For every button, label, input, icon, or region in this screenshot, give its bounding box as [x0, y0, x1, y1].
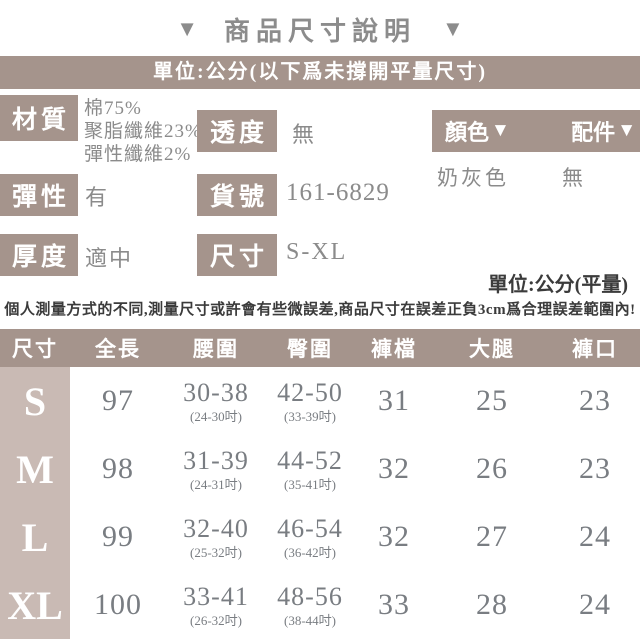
hip-inch: (38-44吋) — [284, 612, 336, 628]
hip-cell: 48-56 (38-44吋) — [266, 571, 354, 639]
triangle-down-icon: ▼ — [617, 120, 636, 141]
col-header-crotch: 褲檔 — [354, 329, 434, 367]
full-length-cell: 97 — [102, 384, 134, 417]
measurement-disclaimer: 個人測量方式的不同,測量尺寸或許會有些微誤差,商品尺寸在誤差正負3cm爲合理誤差… — [4, 302, 636, 318]
size-range-value: S-XL — [286, 239, 348, 265]
item-number-label: 貨號 — [197, 174, 277, 216]
unit-banner: 單位:公分(以下爲未撐開平量尺寸) — [0, 56, 640, 89]
hip-cell: 42-50 (33-39吋) — [266, 367, 354, 435]
full-length-cell: 99 — [102, 520, 134, 553]
size-range-label: 尺寸 — [197, 234, 277, 276]
color-label-text: 顏色 — [445, 120, 490, 145]
table-row-size-cell: XL — [0, 571, 70, 639]
table-row-size-cell: S — [0, 367, 70, 435]
hip-inch: (35-41吋) — [284, 476, 336, 492]
table-row-size-cell: M — [0, 435, 70, 503]
hip-range: 42-50 — [277, 377, 343, 407]
page-title-text: 商品尺寸說明 — [223, 16, 416, 46]
size-table: 尺寸 全長 腰圍 臀圍 褲檔 大腿 褲口 S 97 30-38 (24-30吋)… — [0, 329, 640, 639]
col-header-hem: 褲口 — [550, 329, 640, 367]
waist-range: 31-39 — [183, 445, 249, 475]
hem-cell: 23 — [579, 384, 611, 417]
transparency-label: 透度 — [197, 110, 277, 152]
material-label: 材質 — [0, 95, 78, 141]
thigh-cell: 28 — [476, 588, 508, 621]
hem-cell: 24 — [579, 520, 611, 553]
waist-cell: 33-41 (26-32吋) — [166, 571, 266, 639]
hem-cell: 23 — [579, 452, 611, 485]
specs-section: 材質 棉75% 聚脂纖維23% 彈性纖維2% 透度 無 顏色 ▼ 配件 ▼ 奶灰… — [0, 95, 640, 276]
hip-cell: 46-54 (36-42吋) — [266, 503, 354, 571]
waist-range: 33-41 — [183, 581, 249, 611]
transparency-value: 無 — [292, 122, 315, 147]
hip-cell: 44-52 (35-41吋) — [266, 435, 354, 503]
waist-range: 30-38 — [183, 377, 249, 407]
item-number-value: 161-6829 — [286, 179, 390, 206]
page-title: ▼ 商品尺寸說明 ▼ — [0, 0, 640, 48]
accessory-label-text: 配件 — [571, 120, 616, 145]
col-header-hip: 臀圍 — [266, 329, 354, 367]
accessory-label: 配件 ▼ — [571, 115, 636, 147]
hip-range: 46-54 — [277, 513, 343, 543]
table-row-size-cell: L — [0, 503, 70, 571]
waist-inch: (24-30吋) — [190, 408, 242, 424]
crotch-cell: 32 — [378, 520, 410, 553]
col-header-waist: 腰圍 — [166, 329, 266, 367]
thigh-cell: 26 — [476, 452, 508, 485]
material-value: 棉75% 聚脂纖維23% 彈性纖維2% — [84, 97, 202, 166]
waist-cell: 32-40 (25-32吋) — [166, 503, 266, 571]
triangle-down-icon: ▼ — [442, 16, 464, 41]
crotch-cell: 31 — [378, 384, 410, 417]
waist-range: 32-40 — [183, 513, 249, 543]
material-line-2: 聚脂纖維23% — [84, 121, 202, 142]
crotch-cell: 32 — [378, 452, 410, 485]
waist-cell: 30-38 (24-30吋) — [166, 367, 266, 435]
thickness-label: 厚度 — [0, 234, 78, 276]
full-length-cell: 98 — [102, 452, 134, 485]
elasticity-value: 有 — [85, 185, 108, 210]
waist-inch: (24-31吋) — [190, 476, 242, 492]
hem-cell: 24 — [579, 588, 611, 621]
hip-range: 48-56 — [277, 581, 343, 611]
waist-inch: (26-32吋) — [190, 612, 242, 628]
material-line-3: 彈性纖維2% — [84, 144, 192, 165]
hip-inch: (33-39吋) — [284, 408, 336, 424]
col-header-size: 尺寸 — [0, 329, 70, 367]
triangle-down-icon: ▼ — [491, 120, 510, 141]
color-value: 奶灰色 — [437, 166, 509, 190]
color-accessory-band: 顏色 ▼ 配件 ▼ — [432, 110, 640, 152]
accessory-value: 無 — [562, 166, 583, 190]
waist-cell: 31-39 (24-31吋) — [166, 435, 266, 503]
thigh-cell: 27 — [476, 520, 508, 553]
elasticity-label: 彈性 — [0, 174, 78, 216]
col-header-full-length: 全長 — [70, 329, 166, 367]
thickness-value: 適中 — [85, 246, 134, 271]
waist-inch: (25-32吋) — [190, 544, 242, 560]
thigh-cell: 25 — [476, 384, 508, 417]
col-header-thigh: 大腿 — [434, 329, 550, 367]
hip-range: 44-52 — [277, 445, 343, 475]
hip-inch: (36-42吋) — [284, 544, 336, 560]
full-length-cell: 100 — [94, 588, 142, 621]
material-line-1: 棉75% — [84, 98, 142, 119]
unit-flat-note: 單位:公分(平量) — [488, 274, 628, 296]
triangle-down-icon: ▼ — [176, 16, 198, 41]
crotch-cell: 33 — [378, 588, 410, 621]
color-label: 顏色 ▼ — [445, 115, 510, 147]
